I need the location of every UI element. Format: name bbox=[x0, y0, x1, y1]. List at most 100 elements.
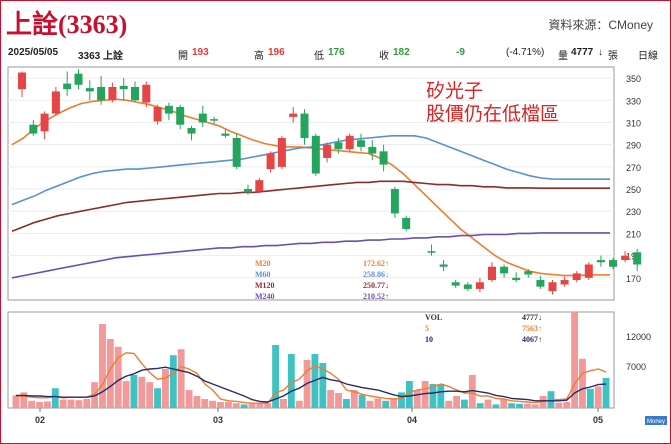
candle-body bbox=[18, 72, 26, 90]
volume-bar bbox=[224, 402, 232, 408]
candle-body bbox=[390, 189, 399, 214]
info-stock: 3363 上詮 bbox=[78, 51, 124, 62]
stock-title: 上詮(3363) bbox=[6, 10, 128, 39]
corner-tag: Money bbox=[647, 419, 665, 425]
volume-bar bbox=[43, 401, 51, 408]
volume-bar bbox=[319, 363, 327, 408]
info-change-pct: (-4.71%) bbox=[506, 47, 545, 58]
volume-bar bbox=[232, 403, 240, 408]
candle-body bbox=[142, 84, 151, 103]
info-low: 176 bbox=[328, 47, 345, 58]
candle-body bbox=[131, 86, 139, 101]
volume-bar bbox=[594, 386, 602, 408]
candle-body bbox=[119, 85, 128, 90]
x-tick-label: 04 bbox=[407, 415, 417, 425]
price-tick-label: 290 bbox=[626, 141, 641, 151]
price-tick-label: 250 bbox=[626, 185, 641, 195]
candle-body bbox=[463, 284, 472, 289]
volume-bar bbox=[20, 392, 28, 408]
candle-body bbox=[221, 133, 230, 136]
candle-body bbox=[289, 113, 298, 117]
volume-bar bbox=[563, 402, 571, 408]
candle-body bbox=[300, 113, 309, 139]
volume-bar bbox=[429, 384, 437, 408]
volume-bar bbox=[177, 349, 185, 408]
volume-legend-vol-label: VOL bbox=[425, 313, 442, 322]
volume-bar bbox=[201, 399, 209, 408]
candle-body bbox=[609, 260, 617, 267]
ma-line-m120 bbox=[11, 180, 610, 232]
x-tick-label: 02 bbox=[35, 415, 45, 425]
volume-bar bbox=[28, 400, 36, 408]
volume-bar bbox=[374, 398, 382, 408]
candle-body bbox=[51, 91, 60, 114]
x-tick-label: 03 bbox=[213, 415, 223, 425]
candle-body bbox=[198, 113, 207, 123]
volume-bar bbox=[484, 399, 492, 408]
volume-bar bbox=[114, 346, 122, 408]
volume-bar bbox=[468, 375, 476, 408]
info-volume: 4777 bbox=[571, 47, 594, 58]
volume-bar bbox=[217, 402, 224, 408]
info-open: 193 bbox=[192, 47, 209, 58]
volume-legend-ma10-label: 10 bbox=[425, 335, 433, 344]
volume-panel bbox=[7, 311, 615, 409]
info-high: 196 bbox=[268, 47, 285, 58]
volume-bar bbox=[413, 390, 421, 408]
volume-bar bbox=[59, 399, 67, 408]
volume-bar bbox=[453, 396, 460, 408]
volume-bar bbox=[437, 384, 445, 408]
ma-legend-name: M20 bbox=[255, 259, 271, 268]
candle-body bbox=[334, 142, 343, 150]
volume-bar bbox=[295, 400, 303, 408]
candle-body bbox=[187, 128, 196, 134]
volume-bar bbox=[264, 403, 272, 408]
candle-body bbox=[85, 88, 94, 92]
volume-bar bbox=[492, 404, 500, 408]
x-tick-label: 05 bbox=[593, 415, 603, 425]
candle-body bbox=[524, 271, 533, 275]
price-panel bbox=[7, 66, 615, 301]
volume-bar bbox=[508, 403, 516, 408]
price-tick-label: 210 bbox=[626, 229, 641, 239]
corner-tag-bg bbox=[645, 416, 667, 425]
info-bar: 2025/05/05 3363 上詮 開 193 高 196 低 176 收 1… bbox=[8, 45, 663, 63]
volume-bar bbox=[342, 399, 350, 408]
candle-body bbox=[488, 266, 496, 281]
info-change: -9 bbox=[456, 47, 465, 58]
ma-legend-name: M60 bbox=[255, 270, 271, 279]
candle-body bbox=[548, 282, 557, 292]
volume-bar bbox=[272, 345, 280, 408]
info-date: 2025/05/05 bbox=[8, 47, 59, 58]
volume-bar bbox=[51, 388, 59, 408]
volume-bar bbox=[130, 375, 138, 408]
info-high-label: 高 bbox=[254, 51, 264, 62]
ma-legend-value: 250.77↓ bbox=[363, 281, 389, 290]
volume-bar bbox=[358, 394, 366, 408]
volume-bar bbox=[106, 339, 114, 408]
volume-bar bbox=[280, 399, 287, 408]
volume-bar bbox=[350, 390, 358, 408]
candle-body bbox=[345, 135, 354, 150]
candle-body bbox=[427, 251, 436, 253]
volume-bar bbox=[99, 324, 106, 408]
volume-bar bbox=[36, 402, 43, 408]
ma-legend-name: M120 bbox=[255, 281, 275, 290]
ma-legend-value: 172.62↑ bbox=[363, 259, 389, 268]
candle-body bbox=[560, 280, 569, 285]
volume-bar bbox=[122, 381, 130, 408]
info-volume-unit: 張 bbox=[608, 51, 618, 62]
price-tick-label: 310 bbox=[626, 118, 641, 128]
candle-body bbox=[402, 217, 411, 229]
volume-bar bbox=[248, 403, 256, 408]
price-tick-label: 330 bbox=[626, 96, 641, 106]
price-tick-label: 270 bbox=[626, 163, 641, 173]
volume-tick-label: 12000 bbox=[626, 332, 651, 342]
ma-legend-name: M240 bbox=[255, 292, 275, 301]
volume-bar bbox=[138, 376, 146, 408]
volume-bar bbox=[162, 369, 169, 408]
candle-body bbox=[29, 124, 38, 134]
volume-bar bbox=[91, 382, 99, 408]
candle-body bbox=[40, 113, 49, 132]
volume-bar bbox=[83, 399, 91, 408]
